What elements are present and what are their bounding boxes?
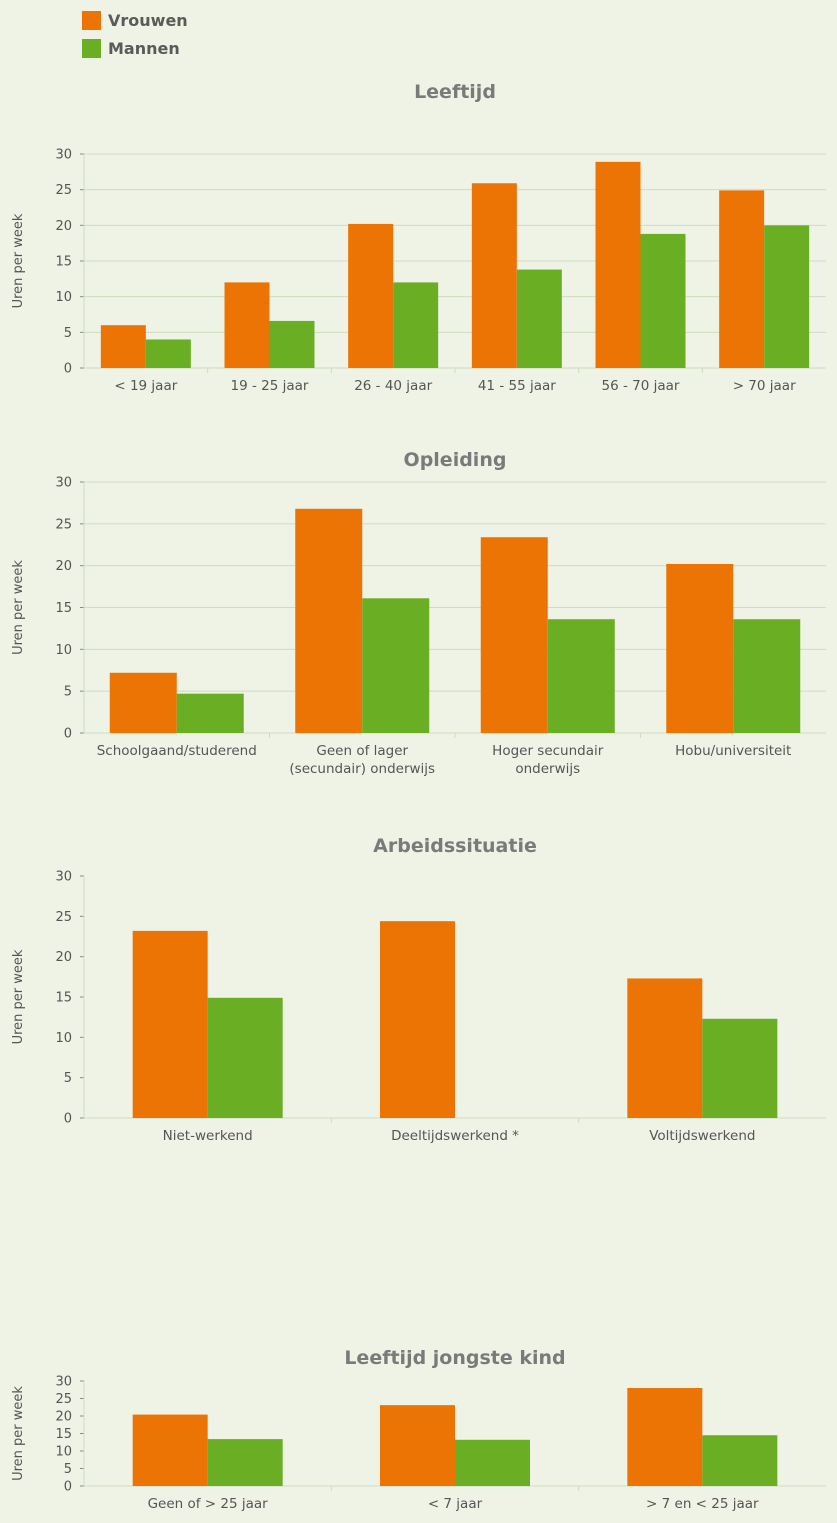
legend-swatch-mannen bbox=[82, 38, 101, 58]
bar-mannen bbox=[207, 1439, 283, 1486]
bar-vrouwen bbox=[666, 563, 734, 733]
chart-3: Arbeidssituatie Uren per week 0 5 10 15 20 25 30… bbox=[11, 835, 826, 1144]
x-category-label: Hoger secundair bbox=[492, 743, 604, 759]
x-category-label: Schoolgaand/studerend bbox=[97, 743, 257, 759]
y-axis-label: Uren per week bbox=[11, 1386, 26, 1481]
legend-label-mannen: Mannen bbox=[108, 38, 180, 58]
bar-mannen bbox=[733, 619, 801, 733]
chart-title: Opleiding bbox=[404, 449, 507, 471]
legend: Vrouwen Mannen bbox=[82, 6, 188, 62]
bar-vrouwen bbox=[471, 183, 517, 368]
legend-swatch-vrouwen bbox=[82, 10, 101, 30]
y-tick-label: 10 bbox=[55, 290, 72, 305]
bar-mannen bbox=[362, 598, 430, 733]
x-category-label: > 7 en < 25 jaar bbox=[646, 1496, 759, 1512]
bar-vrouwen bbox=[627, 1388, 703, 1486]
bar-mannen bbox=[207, 997, 283, 1118]
y-tick-label: 30 bbox=[55, 476, 72, 491]
y-tick-label: 30 bbox=[55, 1375, 72, 1390]
chart-title: Leeftijd jongste kind bbox=[344, 1347, 565, 1369]
x-category-label: 26 - 40 jaar bbox=[354, 378, 432, 394]
chart-2: Opleiding Uren per week 0 5 10 15 20 25 30 School… bbox=[11, 449, 826, 777]
y-tick-label: 15 bbox=[55, 601, 72, 616]
y-tick-label: 0 bbox=[64, 1480, 72, 1495]
y-tick-label: 25 bbox=[55, 183, 72, 198]
bar-vrouwen bbox=[132, 1414, 208, 1486]
y-tick-label: 10 bbox=[55, 1031, 72, 1046]
y-tick-label: 15 bbox=[55, 1427, 72, 1442]
y-tick-label: 10 bbox=[55, 1445, 72, 1460]
y-tick-label: 5 bbox=[64, 326, 72, 341]
bar-mannen bbox=[393, 282, 439, 368]
y-tick-label: 0 bbox=[64, 362, 72, 377]
bar-vrouwen bbox=[627, 978, 703, 1118]
x-category-label: 19 - 25 jaar bbox=[231, 378, 309, 394]
legend-label-vrouwen: Vrouwen bbox=[108, 10, 188, 30]
x-category-label: < 7 jaar bbox=[428, 1496, 483, 1512]
x-category-label: Voltijdswerkend bbox=[649, 1128, 755, 1144]
chart-title: Leeftijd bbox=[414, 81, 496, 103]
bar-vrouwen bbox=[132, 930, 208, 1118]
y-tick-label: 0 bbox=[64, 727, 72, 742]
bar-mannen bbox=[516, 269, 562, 368]
y-tick-label: 5 bbox=[64, 1462, 72, 1477]
x-category-label: 41 - 55 jaar bbox=[478, 378, 556, 394]
bar-vrouwen bbox=[719, 190, 765, 368]
y-tick-label: 25 bbox=[55, 517, 72, 532]
bar-vrouwen bbox=[295, 508, 363, 733]
y-tick-label: 30 bbox=[55, 148, 72, 163]
bar-vrouwen bbox=[100, 325, 146, 368]
x-category-label: > 70 jaar bbox=[733, 378, 796, 394]
y-tick-label: 20 bbox=[55, 1410, 72, 1425]
bar-mannen bbox=[547, 619, 615, 733]
y-tick-label: 15 bbox=[55, 991, 72, 1006]
bar-vrouwen bbox=[480, 537, 548, 733]
y-tick-label: 5 bbox=[64, 1071, 72, 1086]
bar-mannen bbox=[145, 339, 191, 368]
bar-mannen bbox=[764, 225, 810, 368]
bar-vrouwen bbox=[224, 282, 270, 368]
x-category-label: Geen of lager bbox=[316, 743, 408, 759]
y-axis-label: Uren per week bbox=[11, 560, 26, 655]
legend-item-vrouwen: Vrouwen bbox=[82, 6, 188, 34]
bar-mannen bbox=[176, 693, 244, 733]
y-tick-label: 20 bbox=[55, 559, 72, 574]
x-category-label: Deeltijdswerkend * bbox=[391, 1128, 519, 1144]
chart-title: Arbeidssituatie bbox=[373, 835, 537, 857]
y-tick-label: 25 bbox=[55, 1392, 72, 1407]
x-category-label: Geen of > 25 jaar bbox=[148, 1496, 269, 1512]
x-category-label: (secundair) onderwijs bbox=[289, 761, 435, 777]
x-category-label: onderwijs bbox=[515, 761, 580, 777]
x-category-label: 56 - 70 jaar bbox=[602, 378, 680, 394]
bar-vrouwen bbox=[380, 921, 455, 1118]
bar-mannen bbox=[640, 233, 686, 368]
chart-4: Leeftijd jongste kind Uren per week 0 5 10 15… bbox=[11, 1347, 826, 1512]
y-tick-label: 20 bbox=[55, 219, 72, 234]
bar-mannen bbox=[269, 320, 315, 368]
x-category-label: Niet-werkend bbox=[163, 1128, 253, 1144]
bar-vrouwen bbox=[348, 223, 394, 368]
y-axis-label: Uren per week bbox=[11, 213, 26, 308]
y-tick-label: 0 bbox=[64, 1112, 72, 1127]
legend-item-mannen: Mannen bbox=[82, 34, 188, 62]
bar-mannen bbox=[702, 1018, 778, 1118]
y-tick-label: 30 bbox=[55, 870, 72, 885]
y-tick-label: 15 bbox=[55, 255, 72, 270]
bar-mannen bbox=[455, 1439, 530, 1486]
y-tick-label: 5 bbox=[64, 685, 72, 700]
bar-vrouwen bbox=[595, 161, 641, 368]
y-tick-label: 20 bbox=[55, 950, 72, 965]
y-tick-label: 25 bbox=[55, 910, 72, 925]
bar-vrouwen bbox=[109, 672, 177, 733]
y-axis-label: Uren per week bbox=[11, 949, 26, 1044]
y-tick-label: 10 bbox=[55, 643, 72, 658]
x-category-label: < 19 jaar bbox=[114, 378, 177, 394]
bar-mannen bbox=[702, 1435, 778, 1486]
x-category-label: Hobu/universiteit bbox=[675, 743, 791, 759]
chart-1: Leeftijd Uren per week 0 5 10 15 20 25 30 < 19 ja… bbox=[11, 81, 826, 394]
bar-vrouwen bbox=[380, 1405, 455, 1486]
